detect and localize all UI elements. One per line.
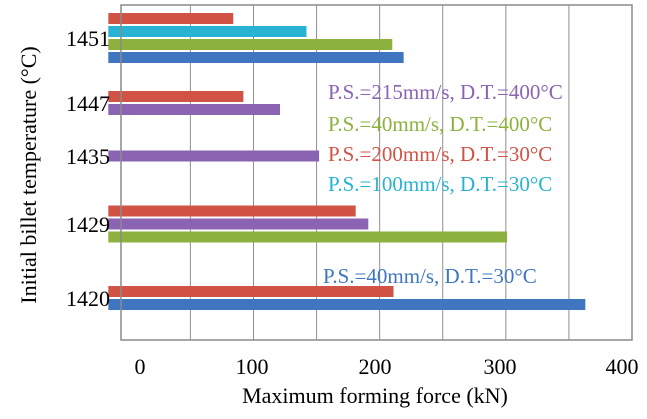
bar-s40_30-1451 [108, 52, 404, 63]
annotation-s40_30: P.S.=40mm/s, D.T.=30°C [323, 264, 537, 288]
bar-s40_400-1429 [108, 231, 508, 243]
annotation-s40_400: P.S.=40mm/s, D.T.=400°C [328, 112, 552, 136]
bar-s200_30-1420 [108, 286, 394, 297]
x-tick-label-400: 400 [606, 354, 639, 379]
frame-layer [120, 4, 633, 341]
bar-layer [108, 13, 586, 310]
y-tick-label-1435: 1435 [66, 144, 110, 169]
bar-s200_30-1447 [108, 91, 244, 102]
bar-s40_400-1451 [108, 39, 393, 50]
bar-s215_400-1435 [108, 150, 320, 162]
annotation-s200_30: P.S.=200mm/s, D.T.=30°C [328, 142, 552, 166]
bar-s40_30-1420 [108, 299, 586, 310]
y-tick-label-1447: 1447 [66, 91, 110, 116]
annotation-layer: P.S.=215mm/s, D.T.=400°C P.S.=40mm/s, D.T… [323, 80, 563, 288]
bar-s100_30-1451 [108, 26, 307, 37]
bar-s200_30-1429 [108, 205, 356, 217]
y-tick-label-1420: 1420 [66, 286, 110, 311]
bar-s215_400-1447 [108, 104, 280, 115]
x-tick-label-200: 200 [359, 354, 392, 379]
y-tick-label-1429: 1429 [66, 212, 110, 237]
plot-frame [120, 4, 633, 341]
x-tick-label-0: 0 [135, 354, 146, 379]
x-tick-label-100: 100 [236, 354, 269, 379]
bar-s215_400-1429 [108, 218, 369, 230]
label-layer: Maximum forming force (kN) Initial bille… [16, 26, 639, 408]
x-tick-label-300: 300 [484, 354, 517, 379]
y-axis-title: Initial billet temperature (°C) [16, 46, 41, 303]
bar-s200_30-1451 [108, 13, 234, 24]
annotation-s215_400: P.S.=215mm/s, D.T.=400°C [328, 80, 563, 104]
y-tick-label-1451: 1451 [66, 26, 110, 51]
annotation-s100_30: P.S.=100mm/s, D.T.=30°C [328, 172, 552, 196]
x-axis-title: Maximum forming force (kN) [242, 383, 508, 408]
